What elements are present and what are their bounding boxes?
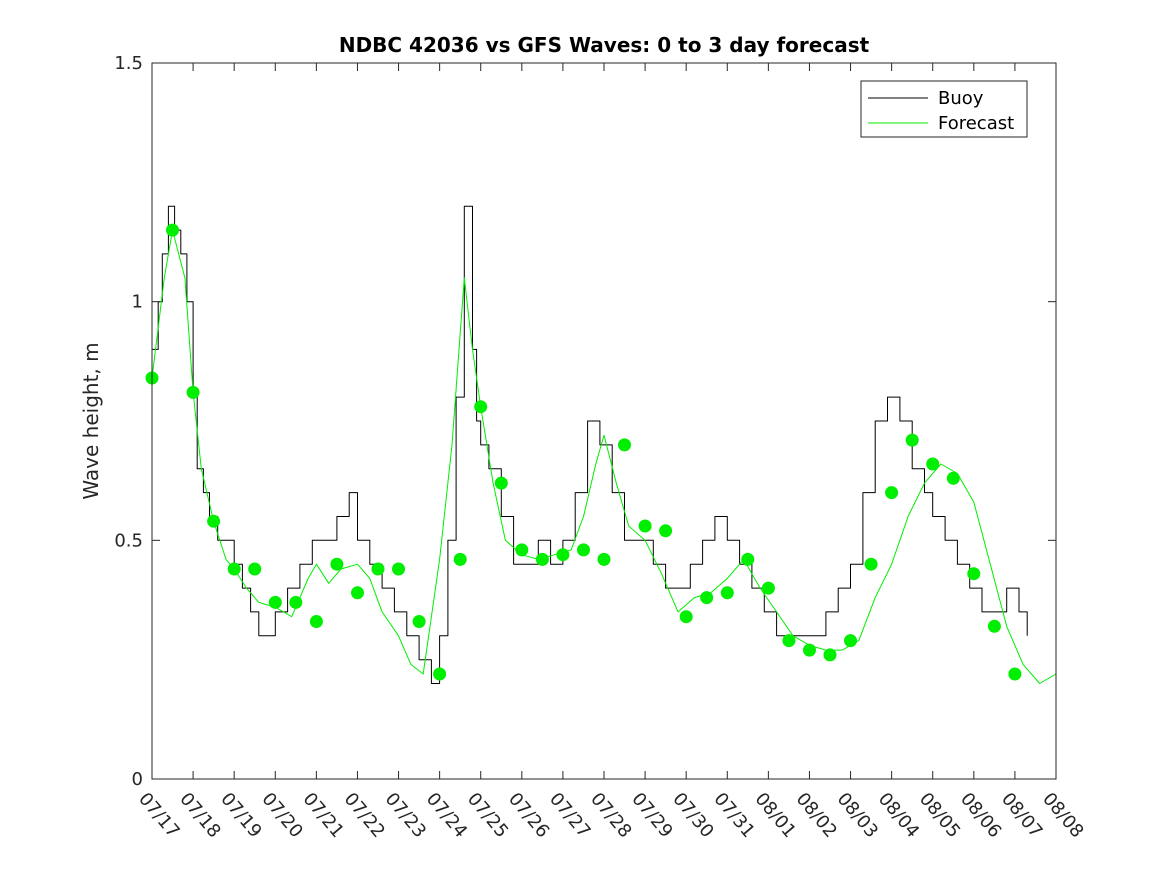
forecast-point	[515, 543, 529, 557]
forecast-point	[412, 615, 426, 628]
series-line-buoy	[152, 205, 1028, 684]
forecast-point	[453, 552, 467, 566]
forecast-point	[433, 667, 447, 681]
forecast-point	[166, 223, 179, 237]
forecast-point	[474, 400, 488, 414]
forecast-point	[248, 562, 262, 576]
forecast-point	[577, 543, 590, 557]
forecast-point	[494, 476, 508, 490]
forecast-point	[782, 634, 796, 648]
forecast-point	[330, 557, 344, 571]
forecast-point	[371, 562, 385, 576]
forecast-point	[823, 648, 837, 662]
y-tick-label: 0.5	[114, 530, 143, 551]
legend: Buoy Forecast	[860, 80, 1028, 138]
forecast-point	[309, 615, 323, 628]
forecast-point	[597, 552, 611, 566]
forecast-point	[761, 581, 775, 595]
y-tick-label: 1	[132, 292, 143, 313]
forecast-point	[535, 552, 549, 566]
y-tick-label: 1.5	[114, 53, 143, 74]
forecast-point	[905, 433, 919, 447]
forecast-point	[700, 591, 714, 605]
forecast-point	[741, 552, 755, 566]
y-axis-label: Wave height, m	[79, 342, 103, 499]
forecast-point	[720, 586, 734, 600]
forecast-point	[885, 486, 899, 500]
forecast-point	[289, 595, 303, 609]
forecast-point	[268, 595, 282, 609]
forecast-point	[987, 619, 1001, 633]
forecast-point	[186, 385, 200, 399]
forecast-point	[946, 471, 960, 485]
legend-buoy-label: Buoy	[938, 88, 984, 109]
forecast-point	[556, 548, 570, 562]
forecast-point	[1008, 667, 1022, 681]
forecast-point	[207, 514, 221, 528]
legend-box	[860, 80, 1028, 138]
forecast-point	[638, 519, 652, 533]
forecast-point	[803, 643, 816, 657]
forecast-point	[227, 562, 241, 576]
forecast-point	[926, 457, 940, 471]
forecast-point	[618, 438, 631, 452]
chart-title: NDBC 42036 vs GFS Waves: 0 to 3 day fore…	[339, 33, 870, 57]
forecast-point	[659, 524, 673, 538]
y-tick-label: 0	[132, 769, 143, 790]
forecast-point	[679, 610, 693, 624]
forecast-point	[351, 586, 364, 600]
forecast-point	[844, 634, 857, 648]
forecast-point	[864, 557, 878, 571]
forecast-point	[392, 562, 405, 576]
forecast-point	[967, 567, 981, 581]
legend-forecast-label: Forecast	[938, 113, 1014, 134]
